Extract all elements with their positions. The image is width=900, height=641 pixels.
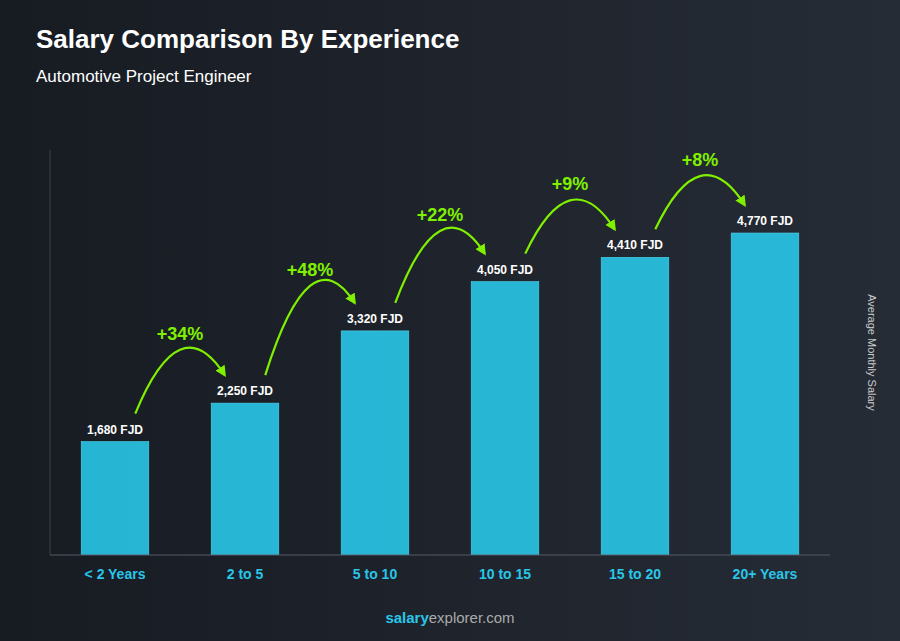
arc-arrow [395, 228, 484, 303]
subtitle: Automotive Project Engineer [36, 67, 252, 86]
annotation-label: +34% [157, 324, 204, 344]
y-axis-label: Average Monthly Salary [866, 294, 878, 411]
data-label: 4,770 FJD [737, 214, 793, 228]
watermark: salaryexplorer.com [385, 609, 514, 626]
annotation-label: +8% [682, 150, 719, 170]
arc-arrow [525, 200, 614, 254]
x-tick-label: 5 to 10 [353, 566, 398, 582]
data-label: 3,320 FJD [347, 312, 403, 326]
annotation-label: +9% [552, 174, 589, 194]
annotations: +34% +48% +22% +9% +8% [135, 150, 744, 414]
bar [81, 442, 149, 555]
chart-container: Salary Comparison By Experience Automotiv… [0, 0, 900, 641]
x-tick-label: 2 to 5 [227, 566, 264, 582]
data-label: 2,250 FJD [217, 384, 273, 398]
data-label: 4,050 FJD [477, 263, 533, 277]
bar [731, 233, 799, 555]
annotation-label: +22% [417, 205, 464, 225]
arc-arrow [265, 280, 354, 375]
x-tick-label: < 2 Years [85, 566, 146, 582]
background [0, 0, 900, 641]
title: Salary Comparison By Experience [36, 24, 459, 54]
annotation-label: +48% [287, 260, 334, 280]
data-label: 1,680 FJD [87, 423, 143, 437]
chart-svg: Salary Comparison By Experience Automotiv… [0, 0, 900, 641]
bar [601, 257, 669, 555]
watermark-part: salary [385, 609, 429, 626]
bar [341, 331, 409, 555]
arc-arrow [655, 175, 744, 229]
bars [81, 233, 799, 555]
bar [471, 282, 539, 555]
y-axis-line [50, 150, 51, 555]
arc-arrow [135, 348, 224, 414]
bar [211, 403, 279, 555]
x-tick-label: 10 to 15 [479, 566, 531, 582]
x-axis-line [50, 555, 830, 556]
x-tick-label: 20+ Years [733, 566, 798, 582]
watermark-part: explorer.com [429, 609, 515, 626]
x-tick-label: 15 to 20 [609, 566, 661, 582]
data-label: 4,410 FJD [607, 238, 663, 252]
